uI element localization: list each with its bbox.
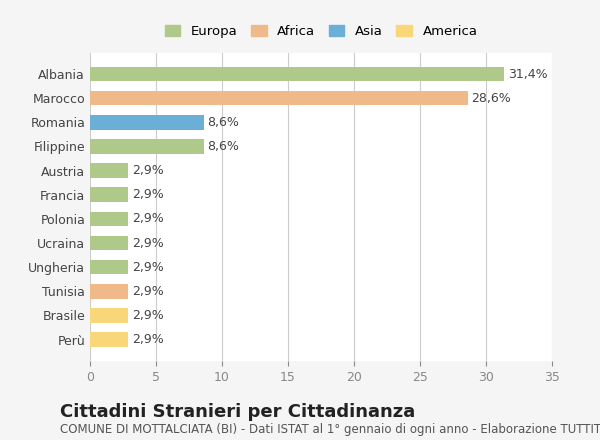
Text: COMUNE DI MOTTALCIATA (BI) - Dati ISTAT al 1° gennaio di ogni anno - Elaborazion: COMUNE DI MOTTALCIATA (BI) - Dati ISTAT …: [60, 423, 600, 436]
Text: 2,9%: 2,9%: [132, 260, 164, 274]
Text: 2,9%: 2,9%: [132, 309, 164, 322]
Bar: [90, 163, 128, 178]
Text: 31,4%: 31,4%: [508, 68, 548, 81]
Bar: [90, 139, 203, 154]
Bar: [90, 67, 505, 81]
Text: 8,6%: 8,6%: [208, 116, 239, 129]
Text: 2,9%: 2,9%: [132, 188, 164, 201]
Text: 2,9%: 2,9%: [132, 285, 164, 298]
Bar: [90, 332, 128, 347]
Text: 2,9%: 2,9%: [132, 213, 164, 225]
Bar: [90, 284, 128, 298]
Bar: [90, 236, 128, 250]
Text: 28,6%: 28,6%: [472, 92, 511, 105]
Bar: [90, 187, 128, 202]
Bar: [90, 260, 128, 275]
Text: 2,9%: 2,9%: [132, 237, 164, 249]
Legend: Europa, Africa, Asia, America: Europa, Africa, Asia, America: [159, 19, 483, 43]
Bar: [90, 212, 128, 226]
Text: 2,9%: 2,9%: [132, 333, 164, 346]
Text: Cittadini Stranieri per Cittadinanza: Cittadini Stranieri per Cittadinanza: [60, 403, 415, 421]
Bar: [90, 91, 467, 106]
Bar: [90, 115, 203, 129]
Text: 2,9%: 2,9%: [132, 164, 164, 177]
Text: 8,6%: 8,6%: [208, 140, 239, 153]
Bar: [90, 308, 128, 323]
